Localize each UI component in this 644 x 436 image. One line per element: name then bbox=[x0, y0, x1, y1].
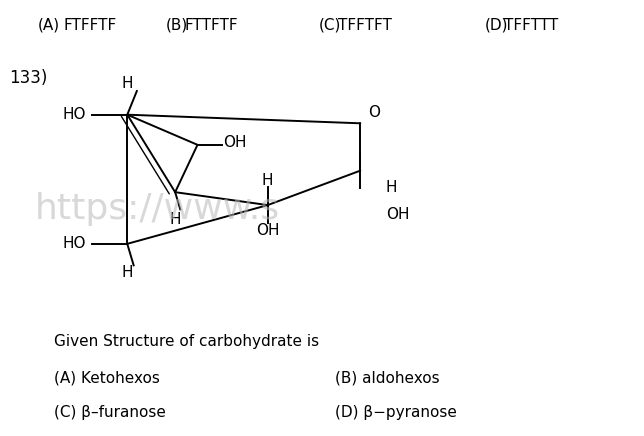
Text: H: H bbox=[122, 76, 133, 91]
Text: O: O bbox=[368, 105, 380, 120]
Text: Given Structure of carbohydrate is: Given Structure of carbohydrate is bbox=[54, 334, 319, 349]
Text: (D): (D) bbox=[485, 18, 508, 33]
Text: OH: OH bbox=[386, 207, 410, 222]
Text: (C): (C) bbox=[319, 18, 341, 33]
Text: (A) Ketohexos: (A) Ketohexos bbox=[54, 371, 160, 386]
Text: OH: OH bbox=[256, 223, 279, 238]
Text: (A): (A) bbox=[38, 18, 60, 33]
Text: TFFTFT: TFFTFT bbox=[338, 18, 392, 33]
Text: HO: HO bbox=[62, 236, 86, 251]
Text: 133): 133) bbox=[9, 69, 48, 88]
Text: (D) β−pyranose: (D) β−pyranose bbox=[335, 405, 457, 420]
Text: H: H bbox=[386, 180, 397, 194]
Text: HO: HO bbox=[62, 107, 86, 122]
Text: H: H bbox=[122, 266, 133, 280]
Text: FTTFTF: FTTFTF bbox=[185, 18, 238, 33]
Text: H: H bbox=[262, 173, 274, 188]
Text: (C) β–furanose: (C) β–furanose bbox=[54, 405, 166, 420]
Text: TFFTTT: TFFTTT bbox=[504, 18, 558, 33]
Text: (B) aldohexos: (B) aldohexos bbox=[335, 371, 439, 386]
Text: https://www.s: https://www.s bbox=[35, 192, 280, 226]
Text: H: H bbox=[169, 211, 181, 227]
Text: FTFFTF: FTFFTF bbox=[63, 18, 117, 33]
Text: OH: OH bbox=[223, 135, 247, 150]
Text: (B): (B) bbox=[166, 18, 188, 33]
